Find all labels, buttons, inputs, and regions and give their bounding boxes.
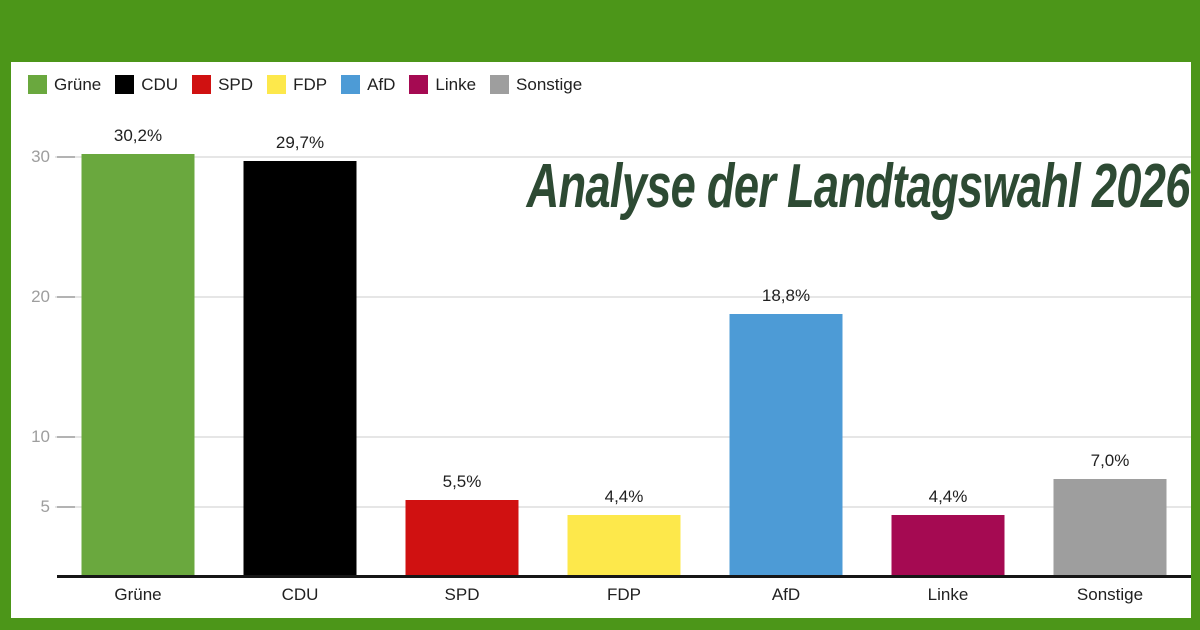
gridline-30: [55, 156, 1191, 158]
bar-value-label-afd: 18,8%: [761, 285, 811, 305]
bar-sonstige: [1053, 479, 1167, 577]
x-axis-line: [57, 575, 1191, 578]
gridline-10: [55, 436, 1191, 438]
y-tick-label-5: 5: [40, 497, 50, 516]
bar-fdp: [567, 515, 681, 577]
bar-linke: [891, 515, 1005, 577]
bar-column-cdu: 29,7%: [219, 62, 381, 577]
bar-value-label-cdu: 29,7%: [275, 133, 325, 153]
x-label-gruene: Grüne: [114, 585, 162, 604]
legend-swatch-spd: [192, 75, 212, 94]
legend-label-spd: SPD: [218, 75, 254, 94]
legend-item-linke: Linke: [409, 75, 476, 94]
legend-item-spd: SPD: [192, 75, 253, 94]
bar-column-gruene: 30,2%: [57, 62, 219, 577]
y-tick-label-20: 20: [31, 287, 50, 306]
legend-swatch-afd: [341, 75, 361, 94]
bar-value-label-spd: 5,5%: [442, 472, 482, 491]
legend-item-sonstige: Sonstige: [490, 75, 582, 94]
bar-afd: [729, 313, 843, 577]
legend-item-cdu: CDU: [115, 75, 178, 94]
bar-value-label-sonstige: 7,0%: [1090, 451, 1130, 470]
chart-title: Analyse der Landtagswahl 2026: [526, 152, 1191, 221]
x-label-sonstige: Sonstige: [1076, 585, 1144, 604]
legend-label-fdp: FDP: [293, 75, 328, 94]
bar-value-label-linke: 4,4%: [928, 487, 968, 507]
legend-swatch-linke: [409, 75, 429, 94]
x-label-afd: AfD: [771, 585, 801, 604]
bar-value-label-gruene: 30,2%: [113, 126, 163, 146]
legend-label-sonstige: Sonstige: [516, 75, 583, 94]
x-label-linke: Linke: [927, 585, 969, 604]
legend-item-afd: AfD: [341, 75, 395, 94]
bar-cdu: [243, 161, 357, 577]
x-label-spd: SPD: [444, 585, 480, 604]
legend-label-linke: Linke: [435, 75, 477, 94]
y-tick-mark-10: [57, 436, 75, 438]
chart-panel: Grüne CDU SPD FDP AfD Linke: [11, 62, 1191, 618]
chart-legend: Grüne CDU SPD FDP AfD Linke: [28, 75, 582, 94]
bar-column-afd: 18,8%: [705, 62, 867, 577]
bar-gruene: [81, 154, 195, 577]
legend-swatch-sonstige: [490, 75, 510, 94]
x-axis-labels: Grüne CDU SPD FDP AfD Linke Sonstige: [57, 584, 1191, 606]
bar-value-label-fdp: 4,4%: [604, 487, 644, 507]
bar-column-spd: 5,5%: [381, 62, 543, 577]
legend-label-afd: AfD: [367, 75, 396, 94]
x-label-fdp: FDP: [607, 585, 641, 604]
legend-swatch-gruene: [28, 75, 47, 94]
legend-swatch-fdp: [267, 75, 287, 94]
legend-item-fdp: FDP: [267, 75, 327, 94]
legend-label-cdu: CDU: [141, 75, 179, 94]
y-tick-mark-20: [57, 296, 75, 298]
bar-column-sonstige: 7,0%: [1029, 62, 1191, 577]
y-tick-label-10: 10: [31, 427, 50, 446]
bar-spd: [405, 500, 519, 577]
legend-item-gruene: Grüne: [28, 75, 101, 94]
y-tick-mark-5: [57, 506, 75, 508]
x-label-cdu: CDU: [281, 585, 319, 604]
bar-column-fdp: 4,4%: [543, 62, 705, 577]
y-tick-mark-30: [57, 156, 75, 158]
legend-label-gruene: Grüne: [54, 75, 102, 94]
bar-column-linke: 4,4%: [867, 62, 1029, 577]
gridline-5: [55, 506, 1191, 508]
y-tick-label-30: 30: [31, 147, 50, 166]
gridline-20: [55, 296, 1191, 298]
legend-swatch-cdu: [115, 75, 135, 94]
plot-area: 30,2% 29,7% 5,5% 4,4% 18,8% 4,4%: [57, 62, 1191, 577]
